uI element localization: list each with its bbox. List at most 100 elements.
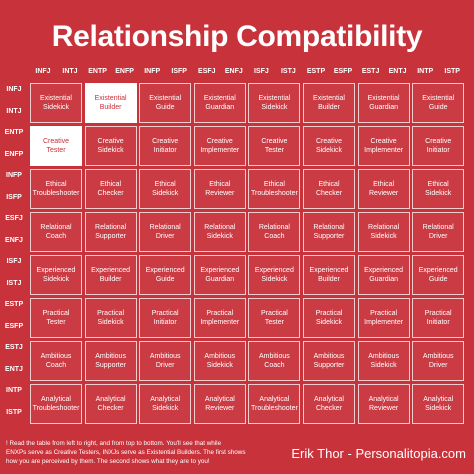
cell-text: Existential <box>94 95 127 102</box>
cell-text: Troubleshooter <box>32 190 80 197</box>
column-header: ISTP <box>444 68 460 75</box>
cell-text: Tester <box>264 147 284 154</box>
cell-text: Creative <box>206 138 233 145</box>
cell-text: Coach <box>264 233 285 240</box>
cell: Relational Sidekick <box>357 212 410 252</box>
column-header: ESTJ <box>361 68 380 75</box>
cell: Analytical Reviewer <box>193 384 246 424</box>
cell-text: Analytical <box>259 396 290 403</box>
credit: Erik Thor - Personalitopia.com <box>291 446 466 461</box>
cell-text: Practical <box>370 310 398 317</box>
cell-text: Guide <box>428 104 448 111</box>
cell: Ethical Reviewer <box>357 169 410 209</box>
cell-text: Implementer <box>364 147 404 154</box>
cell-text: Existential <box>149 95 182 102</box>
cell-text: Coach <box>45 233 67 240</box>
row-header: ENFJ <box>5 237 23 244</box>
cell-text: Driver <box>155 362 175 369</box>
column-header: INTJ <box>62 68 78 75</box>
cell: Existential Builder <box>303 83 355 123</box>
cell-text: Existential <box>258 95 291 102</box>
cell-text: Troubleshooter <box>250 405 298 412</box>
cell-text: Existential <box>422 95 455 102</box>
cell-text: Experienced <box>309 267 349 274</box>
cell: Ambitious Driver <box>412 341 465 381</box>
cell-text: Relational <box>95 224 127 231</box>
cell-text: Sidekick <box>425 190 452 197</box>
cell-text: Guide <box>155 104 175 111</box>
cell-text: Guardian <box>205 276 235 283</box>
column-header: ISFP <box>171 68 187 75</box>
cell-text: Ethical <box>263 181 285 188</box>
cell-text: Sidekick <box>152 405 179 412</box>
column-header: ENTJ <box>388 68 407 75</box>
cell-text: Initiator <box>153 147 177 154</box>
cell: Experienced Guardian <box>357 255 410 295</box>
column-header: ENTP <box>88 68 107 75</box>
cell-text: Ambitious <box>149 353 181 360</box>
cell: Analytical Troubleshooter <box>248 384 301 424</box>
cell-text: Sidekick <box>425 405 452 412</box>
cell-text: Implementer <box>364 319 404 326</box>
note-line: how you are perceived by them. The secon… <box>6 458 210 465</box>
cell-text: Creative <box>42 138 70 145</box>
cell-text: Creative <box>97 138 124 145</box>
cell-text: Guardian <box>369 276 398 283</box>
cell-text: Ambitious <box>259 353 290 360</box>
cell-text: Experienced <box>364 267 404 274</box>
cell-text: Ethical <box>154 181 176 188</box>
column-header: INFJ <box>35 68 51 75</box>
cell-text: Sidekick <box>315 319 343 326</box>
cell-text: Ambitious <box>40 353 72 360</box>
column-header: INFP <box>144 68 161 75</box>
cell-text: Ambitious <box>313 353 345 360</box>
cell-text: Troubleshooter <box>32 405 80 412</box>
cell-text: Reviewer <box>205 405 235 412</box>
cell: Analytical Checker <box>84 384 137 424</box>
row-header: ESFJ <box>5 215 23 222</box>
cell-text: Ethical <box>209 181 231 188</box>
cell-text: Builder <box>318 276 340 283</box>
cell-text: Checker <box>97 190 124 197</box>
cell-text: Checker <box>97 405 124 412</box>
cell-text: Creative <box>425 138 452 145</box>
cell-text: Analytical <box>423 396 454 403</box>
cell-text: Supporter <box>95 362 126 369</box>
cell: Ambitious Driver <box>139 341 192 381</box>
cell: Practical Implementer <box>193 298 246 338</box>
row-header: ENFP <box>4 151 24 158</box>
cell: Ambitious Coach <box>30 341 82 381</box>
cell-text: Sidekick <box>370 233 397 240</box>
cell-text: Creative <box>152 138 179 145</box>
cell: Experienced Sidekick <box>30 255 82 295</box>
cell: Creative Sidekick <box>303 126 355 166</box>
column-header: INTP <box>417 68 434 75</box>
cell-text: Relational <box>258 224 290 231</box>
cell: Relational Supporter <box>84 212 137 252</box>
cell-text: Sidekick <box>315 147 343 154</box>
cell-text: Reviewer <box>369 405 399 412</box>
cell-text: Sidekick <box>206 233 233 240</box>
cell-text: Driver <box>428 362 448 369</box>
cell: Experienced Builder <box>303 255 355 295</box>
cell-text: Sidekick <box>97 319 124 326</box>
cell-text: Practical <box>424 310 452 317</box>
row-header: INFP <box>6 172 22 179</box>
cell-text: Sidekick <box>370 362 397 369</box>
cell: Relational Supporter <box>303 212 355 252</box>
cell-text: Creative <box>261 138 288 145</box>
cell-text: Relational <box>204 224 236 231</box>
row-header: ESTP <box>4 301 24 308</box>
cell-text: Supporter <box>313 233 345 240</box>
cell: Creative Tester <box>248 126 301 166</box>
cell-text: Sidekick <box>261 104 288 111</box>
cell: Relational Coach <box>248 212 301 252</box>
cell: Practical Initiator <box>412 298 465 338</box>
cell: Ambitious Supporter <box>84 341 137 381</box>
cell-text: Analytical <box>41 396 71 403</box>
cell-text: Creative <box>315 138 343 145</box>
cell: Relational Driver <box>139 212 192 252</box>
cell-text: Driver <box>155 233 175 240</box>
cell: Ambitious Supporter <box>303 341 355 381</box>
cell-text: Relational <box>368 224 400 231</box>
